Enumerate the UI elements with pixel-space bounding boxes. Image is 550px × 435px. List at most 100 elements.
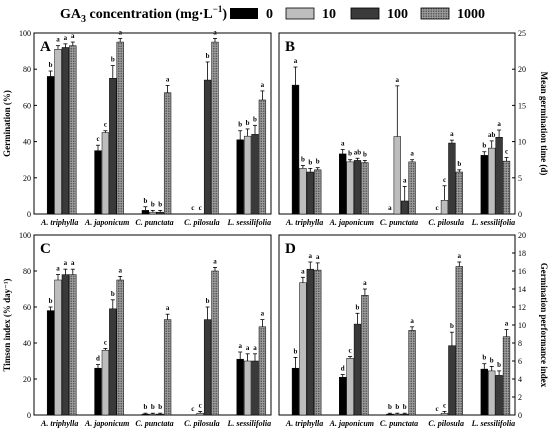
bar — [109, 308, 117, 416]
category-label: C. punctata — [135, 218, 173, 227]
legend-title-rest: concentration (mg·L — [86, 7, 213, 22]
bar — [314, 269, 322, 416]
bar — [258, 99, 267, 215]
y-tick-label: 0 — [27, 210, 31, 219]
category-label: L. sessilifolia — [227, 218, 272, 227]
significance-letter: b — [490, 356, 494, 364]
panel-d: D 0 2 4 6 8 10 12 14 16 18 20 Germination performanc… — [278, 231, 549, 428]
y-tick-label: 4 — [518, 375, 522, 384]
significance-letter: a — [450, 130, 454, 138]
significance-letter: a — [56, 36, 60, 44]
significance-letter: a — [458, 252, 462, 260]
significance-letter: a — [118, 266, 122, 274]
significance-letter: b — [143, 197, 147, 205]
legend-title-close: ) — [222, 7, 227, 22]
bar — [61, 47, 70, 215]
significance-letter: b — [206, 297, 210, 305]
bar — [299, 168, 307, 215]
bar — [448, 345, 456, 416]
significance-letter: a — [294, 57, 298, 65]
category-label: C. punctata — [135, 419, 173, 428]
bar — [258, 326, 267, 416]
significance-letter: a — [261, 310, 265, 318]
bar — [408, 161, 416, 215]
legend-label-0: 0 — [266, 7, 273, 22]
category-label: C. pilosula — [184, 419, 220, 428]
bar — [149, 413, 157, 416]
significance-letter: c — [191, 405, 194, 413]
significance-letter: b — [497, 361, 501, 369]
significance-letter: b — [301, 155, 305, 163]
bar — [480, 368, 488, 416]
bar — [401, 413, 409, 416]
bar — [291, 367, 300, 416]
y-tick-label: 25 — [518, 29, 526, 38]
significance-letter: d — [341, 365, 345, 373]
category-label: C. pilosula — [184, 218, 220, 227]
legend-title: GA3 concentration (mg·L−1) — [60, 4, 227, 25]
significance-letter: a — [396, 76, 400, 84]
bar — [69, 45, 77, 215]
bar — [440, 199, 449, 215]
y-tick-label: 18 — [518, 249, 526, 258]
bar — [488, 370, 496, 416]
category-label: A. japonicum — [329, 218, 374, 227]
category-label: C. punctata — [380, 218, 418, 227]
bar — [251, 360, 259, 416]
significance-letter: b — [482, 354, 486, 362]
bar — [54, 49, 62, 215]
bar — [163, 319, 172, 416]
bar — [69, 274, 77, 416]
significance-letter: a — [410, 150, 414, 158]
legend-label-1000: 1000 — [457, 7, 485, 22]
significance-letter: a — [261, 81, 265, 89]
bar — [141, 210, 150, 215]
significance-letter: a — [403, 176, 407, 184]
y-tick-label: 16 — [518, 267, 526, 276]
bar — [149, 211, 157, 215]
bar — [440, 412, 449, 416]
y-tick-label: 40 — [23, 138, 31, 147]
bar — [306, 171, 314, 215]
bar — [94, 150, 102, 215]
significance-letter: b — [457, 160, 461, 168]
y-tick-label: 60 — [23, 101, 31, 110]
category-label: C. pilosula — [428, 218, 464, 227]
significance-letter: a — [253, 344, 257, 352]
bar — [109, 78, 117, 215]
legend-swatch-100 — [350, 7, 380, 20]
y-tick-label: 2 — [518, 393, 522, 402]
bar — [101, 349, 110, 416]
y-tick-label: 100 — [19, 29, 31, 38]
legend-title-superscript: −1 — [213, 4, 223, 14]
bar — [495, 375, 503, 416]
panel-d-letter: D — [285, 241, 296, 257]
panel-d-ylabel: Germination performance index — [539, 263, 549, 388]
significance-letter: b — [450, 322, 454, 330]
y-tick-label: 12 — [518, 303, 526, 312]
bar — [455, 266, 463, 416]
bar — [393, 413, 401, 416]
significance-letter: a — [309, 252, 313, 260]
significance-letter: a — [301, 267, 305, 275]
bar — [488, 147, 496, 215]
significance-letter: a — [166, 304, 170, 312]
significance-letter: a — [497, 120, 501, 128]
bar — [211, 41, 219, 215]
significance-letter: a — [246, 344, 250, 352]
bar — [314, 169, 322, 215]
bar — [502, 160, 511, 215]
bar — [291, 84, 300, 215]
significance-letter: b — [143, 403, 147, 411]
category-label: C. punctata — [380, 419, 418, 428]
panel-a-ylabel: Germination (%) — [2, 90, 12, 157]
bar — [346, 358, 354, 416]
significance-letter: b — [482, 142, 486, 150]
significance-letter: a — [71, 32, 75, 40]
significance-letter: ab — [354, 148, 362, 156]
significance-letter: c — [436, 204, 439, 212]
bar — [502, 336, 511, 416]
